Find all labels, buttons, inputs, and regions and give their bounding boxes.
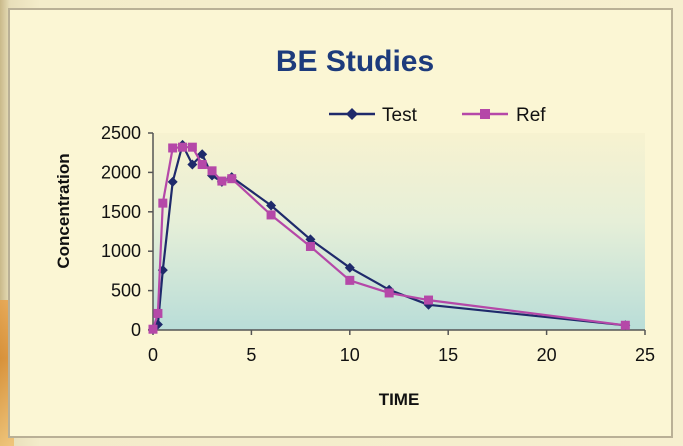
- data-point-ref: [217, 176, 227, 186]
- data-point-ref: [345, 275, 355, 285]
- x-tick-label: 10: [340, 345, 360, 365]
- y-axis: 0 500 1000 1500 2000 2500: [101, 123, 154, 340]
- series-ref: [148, 142, 630, 334]
- data-point-ref: [207, 166, 217, 176]
- y-tick-label: 500: [111, 281, 141, 301]
- x-axis-label: TIME: [379, 390, 420, 409]
- x-tick-label: 5: [246, 345, 256, 365]
- chart-title: BE Studies: [276, 45, 434, 78]
- data-point-ref: [148, 324, 158, 334]
- data-point-ref: [620, 320, 630, 330]
- data-point-ref: [158, 198, 168, 208]
- y-tick-label: 1500: [101, 202, 141, 222]
- x-tick-label: 20: [537, 345, 557, 365]
- x-tick-label: 0: [148, 345, 158, 365]
- data-point-ref: [384, 288, 394, 298]
- data-point-test: [266, 200, 277, 211]
- data-point-ref: [197, 160, 207, 170]
- data-point-test: [197, 149, 208, 160]
- x-tick-label: 15: [438, 345, 458, 365]
- y-axis-label: Concentration: [54, 153, 73, 268]
- data-point-ref: [187, 142, 197, 152]
- data-point-ref: [178, 142, 188, 152]
- data-point-ref: [424, 295, 434, 305]
- data-point-test: [344, 262, 355, 273]
- x-axis: 0 5 10 15 20 25: [148, 329, 655, 365]
- legend-ref-marker: [480, 109, 490, 119]
- data-point-test: [167, 176, 178, 187]
- data-point-test: [187, 159, 198, 170]
- y-tick-label: 1000: [101, 241, 141, 261]
- legend-test-label: Test: [382, 105, 418, 126]
- data-point-ref: [305, 241, 315, 251]
- x-tick-label: 25: [635, 345, 655, 365]
- legend-test-marker: [346, 108, 358, 120]
- data-point-ref: [168, 143, 178, 153]
- legend-ref-label: Ref: [516, 105, 546, 126]
- data-point-ref: [153, 308, 163, 318]
- y-tick-label: 0: [131, 320, 141, 340]
- data-point-ref: [266, 210, 276, 220]
- plot-area: [153, 133, 645, 330]
- chart-legend: Test Ref: [329, 105, 546, 126]
- y-tick-label: 2500: [101, 123, 141, 143]
- data-point-test: [305, 234, 316, 245]
- series-layer: [148, 139, 631, 335]
- series-line-ref: [151, 146, 626, 330]
- y-tick-label: 2000: [101, 162, 141, 182]
- data-point-ref: [227, 174, 237, 184]
- series-line-test: [152, 143, 626, 330]
